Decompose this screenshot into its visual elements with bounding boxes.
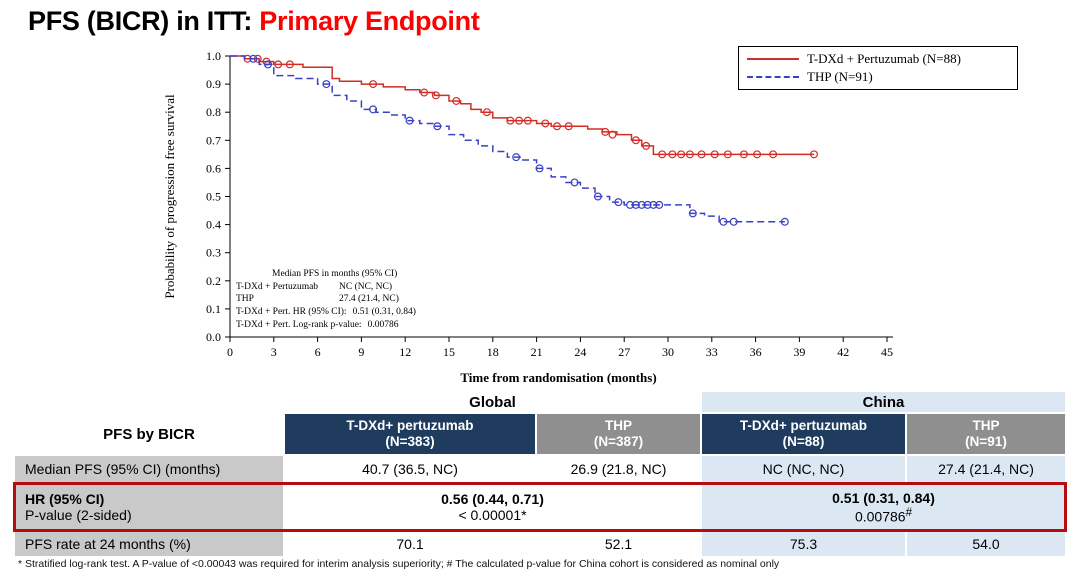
svg-text:33: 33 [706, 345, 718, 359]
legend-entry-tdxd: T-DXd + Pertuzumab (N=88) [747, 50, 1009, 68]
page-title-accent: Primary Endpoint [259, 6, 480, 36]
median-pfs-annotation: Median PFS in months (95% CI) T-DXd + Pe… [236, 268, 536, 332]
pfs-rate-row: PFS rate at 24 months (%) 70.1 52.1 75.3… [15, 532, 1065, 556]
svg-text:18: 18 [487, 345, 499, 359]
svg-text:0.0: 0.0 [206, 330, 221, 344]
hr-row-label: HR (95% CI) P-value (2-sided) [15, 484, 283, 530]
km-plot-svg: 0.00.10.20.30.40.50.60.70.80.91.00 3 6 9 12 1… [162, 49, 893, 385]
rate-global-thp-cell: 52.1 [604, 536, 633, 552]
svg-text:9: 9 [358, 345, 364, 359]
svg-text:0: 0 [227, 345, 233, 359]
svg-text:39: 39 [793, 345, 805, 359]
svg-text:12: 12 [399, 345, 411, 359]
annotation-row-hr: T-DXd + Pert. HR (95% CI): 0.51 (0.31, 0… [236, 307, 416, 318]
svg-text:27: 27 [618, 345, 630, 359]
footnote: * Stratified log-rank test. A P-value of… [18, 558, 780, 570]
km-chart: 0.0 0.1 0.2 0.3 0.4 0.5 0.6 0.7 0.8 0.9 1.0 0 3 6 9 12 1… [150, 44, 1030, 392]
svg-text:21: 21 [531, 345, 543, 359]
annotation-row-thp: THP 27.4 (21.4, NC) [236, 294, 399, 305]
svg-text:3: 3 [271, 345, 277, 359]
svg-text:Probability of progression fre: Probability of progression free survival [162, 94, 177, 299]
table-group-row: Global China [15, 392, 1065, 412]
svg-text:0.7: 0.7 [206, 133, 221, 147]
col-header-china-tdxd: T-DXd+ pertuzumab (N=88) [702, 414, 905, 454]
svg-text:0.5: 0.5 [206, 190, 221, 204]
rate-global-tdxd-cell: 70.1 [396, 536, 424, 552]
rate-china-tdxd-cell: 75.3 [702, 532, 905, 556]
median-china-tdxd-cell: NC (NC, NC) [702, 456, 905, 482]
svg-text:0.8: 0.8 [206, 105, 221, 119]
row-header-label: PFS by BICR [103, 425, 195, 443]
svg-text:0.6: 0.6 [206, 161, 221, 175]
median-global-tdxd-cell: 40.7 (36.5, NC) [362, 461, 458, 477]
svg-text:15: 15 [443, 345, 455, 359]
hr-china-cell: 0.51 (0.31, 0.84) 0.00786# [702, 484, 1065, 530]
svg-text:6: 6 [315, 345, 321, 359]
svg-text:0.4: 0.4 [206, 218, 221, 232]
hazard-ratio-row: HR (95% CI) P-value (2-sided) 0.56 (0.44… [13, 482, 1067, 532]
page-title-main: PFS (BICR) in ITT: [28, 6, 260, 36]
col-header-global-thp: THP (N=387) [537, 414, 700, 454]
hr-global-cell: 0.56 (0.44, 0.71) < 0.00001* [441, 491, 544, 523]
median-china-thp-cell: 27.4 (21.4, NC) [907, 456, 1065, 482]
table-header-row: PFS by BICR T-DXd+ pertuzumab (N=383) TH… [15, 414, 1065, 454]
col-header-global-tdxd: T-DXd+ pertuzumab (N=383) [285, 414, 535, 454]
chart-legend: T-DXd + Pertuzumab (N=88) THP (N=91) [738, 46, 1018, 90]
svg-text:0.3: 0.3 [206, 246, 221, 260]
svg-text:24: 24 [574, 345, 586, 359]
page-title: PFS (BICR) in ITT: Primary Endpoint [28, 6, 480, 37]
svg-text:30: 30 [662, 345, 674, 359]
median-global-thp-cell: 26.9 (21.8, NC) [570, 461, 667, 477]
rate-china-thp-cell: 54.0 [907, 532, 1065, 556]
svg-text:Time from randomisation (month: Time from randomisation (months) [460, 370, 656, 385]
group-blank-cell [15, 392, 283, 412]
annotation-row-pvalue: T-DXd + Pert. Log-rank p-value: 0.00786 [236, 319, 399, 330]
group-header-global: Global [469, 393, 516, 411]
col-header-china-thp: THP (N=91) [907, 414, 1065, 454]
annotation-header: Median PFS in months (95% CI) [272, 269, 398, 279]
legend-line-solid-icon [747, 58, 799, 60]
svg-text:0.9: 0.9 [206, 77, 221, 91]
median-pfs-row: Median PFS (95% CI) (months) 40.7 (36.5,… [15, 456, 1065, 482]
results-table: Global China PFS by BICR T-DXd+ pertuzum… [13, 392, 1067, 570]
legend-line-dashed-icon [747, 76, 799, 78]
svg-text:0.2: 0.2 [206, 274, 221, 288]
svg-text:1.0: 1.0 [206, 49, 221, 63]
legend-label-tdxd: T-DXd + Pertuzumab (N=88) [807, 51, 961, 66]
svg-text:0.1: 0.1 [206, 302, 221, 316]
legend-label-thp: THP (N=91) [807, 69, 873, 84]
legend-entry-thp: THP (N=91) [747, 68, 1009, 86]
svg-text:36: 36 [750, 345, 762, 359]
svg-text:42: 42 [837, 345, 849, 359]
median-row-label: Median PFS (95% CI) (months) [15, 456, 283, 482]
svg-text:45: 45 [881, 345, 893, 359]
annotation-row-tdxd: T-DXd + Pertuzumab NC (NC, NC) [236, 281, 393, 292]
rate-row-label: PFS rate at 24 months (%) [15, 532, 283, 556]
group-header-china: China [702, 392, 1065, 412]
